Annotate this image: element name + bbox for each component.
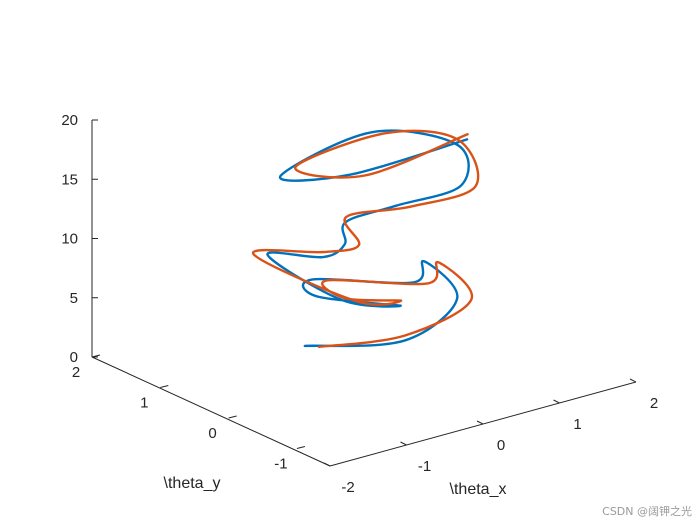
x-tick-mark — [476, 420, 484, 425]
x-tick-mark — [553, 399, 560, 404]
x-tick-mark — [323, 462, 331, 467]
tick-marks: 0 5 10 15 20 -1 0 1 2 -2 -1 0 1 2 — [61, 112, 658, 496]
z-tick-label: 20 — [61, 112, 78, 129]
y-axis-label: \theta_y — [164, 475, 221, 492]
x-tick-label: 2 — [650, 395, 658, 412]
z-tick-label: 0 — [70, 349, 78, 366]
y-tick-label: 1 — [140, 395, 148, 412]
x-axis-label: \theta_x — [450, 481, 507, 498]
x-tick-mark — [400, 441, 407, 446]
x-tick-label: 0 — [497, 437, 505, 454]
x-tick-label: -1 — [418, 458, 431, 475]
y-tick-label: -1 — [274, 456, 287, 473]
series-line-2 — [252, 129, 480, 349]
z-tick-label: 15 — [61, 171, 78, 188]
y-tick-mark — [228, 415, 237, 419]
z-tick-label: 10 — [61, 231, 78, 248]
y-tick-label: 0 — [208, 425, 216, 442]
y-tick-mark — [91, 354, 101, 358]
watermark: CSDN @阔钾之光 — [602, 505, 692, 518]
y-tick-mark — [160, 385, 169, 388]
z-tick-label: 5 — [70, 290, 78, 307]
x-tick-label: 1 — [573, 416, 581, 433]
y-axis-line — [91, 356, 331, 467]
series-line-1 — [266, 129, 470, 348]
x-tick-mark — [629, 378, 637, 383]
y-tick-mark — [296, 446, 306, 449]
series-curves — [252, 129, 480, 349]
x-tick-label: -2 — [341, 479, 354, 496]
y-tick-label: 2 — [72, 364, 80, 381]
